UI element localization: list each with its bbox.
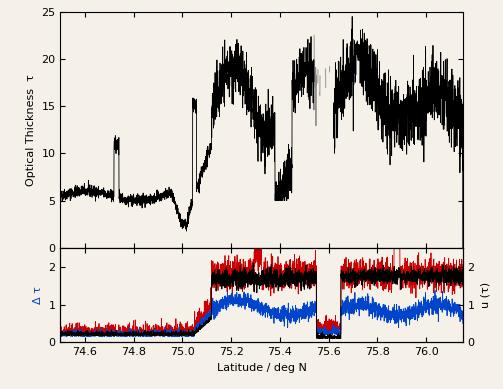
X-axis label: Latitude / deg N: Latitude / deg N xyxy=(217,363,306,373)
Y-axis label: u (τ): u (τ) xyxy=(480,282,490,308)
Y-axis label: Optical Thickness  τ: Optical Thickness τ xyxy=(26,74,36,186)
Y-axis label: Δ τ: Δ τ xyxy=(33,286,43,304)
